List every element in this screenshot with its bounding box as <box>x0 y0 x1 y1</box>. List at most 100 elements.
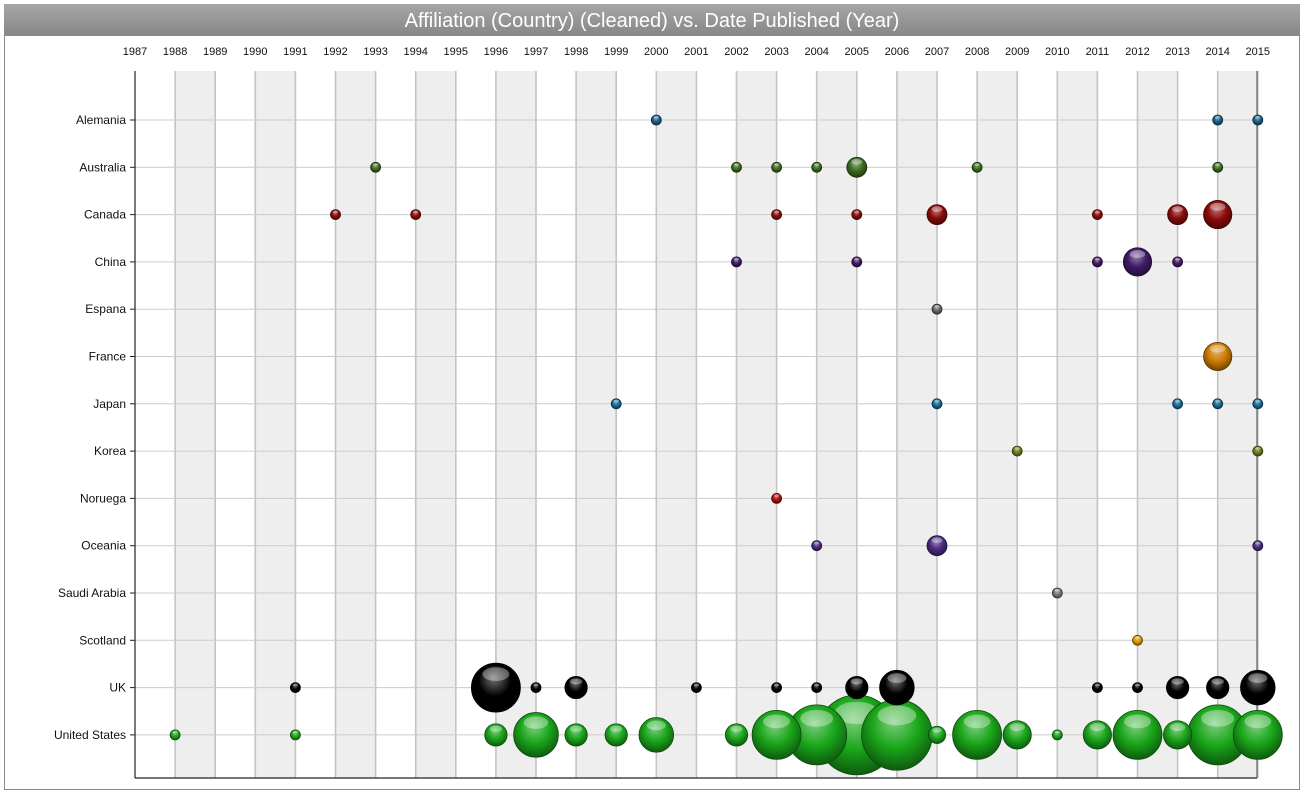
bubble-body <box>1051 729 1063 741</box>
bubble-body <box>1172 256 1183 268</box>
x-tick-label: 1988 <box>163 46 187 58</box>
bubble-highlight <box>523 716 549 729</box>
data-bubble <box>851 209 863 221</box>
y-tick-label: Saudi Arabia <box>58 586 126 600</box>
bubble-highlight <box>1248 673 1268 683</box>
bubble-body <box>751 710 802 760</box>
x-tick-label: 1997 <box>524 46 548 58</box>
bubble-highlight <box>974 163 980 166</box>
bubble-highlight <box>773 683 780 687</box>
bubble-highlight <box>887 673 907 683</box>
x-tick-label: 2008 <box>965 46 989 58</box>
bubble-highlight <box>1171 678 1184 685</box>
bubble-body <box>1166 676 1190 700</box>
x-tick-label: 2002 <box>724 46 748 58</box>
data-bubble <box>1166 676 1190 700</box>
bubble-body <box>370 161 382 173</box>
x-tick-label: 1998 <box>564 46 588 58</box>
bubble-body <box>1172 398 1183 410</box>
bubble-highlight <box>773 163 780 166</box>
data-bubble <box>1252 114 1264 126</box>
bubble-body <box>638 717 675 753</box>
bubble-highlight <box>489 725 503 732</box>
bubble-body <box>691 682 702 693</box>
data-bubble <box>1252 445 1264 457</box>
data-bubble <box>1212 398 1224 410</box>
bubble-body <box>771 492 782 504</box>
data-bubble <box>484 723 508 747</box>
bubble-highlight <box>1174 257 1181 261</box>
bubble-highlight <box>1094 683 1101 687</box>
bubble-highlight <box>1209 344 1226 353</box>
bubble-body <box>1132 634 1143 646</box>
bubble-body <box>846 156 868 178</box>
bubble-body <box>1092 256 1103 268</box>
bubble-body <box>851 209 863 221</box>
data-bubbles <box>169 114 1283 776</box>
data-bubble <box>1172 256 1183 268</box>
bubble-highlight <box>1009 723 1025 732</box>
data-bubble <box>410 209 422 221</box>
bubble-body <box>530 682 542 693</box>
data-bubble <box>1252 540 1264 552</box>
x-tick-label: 1993 <box>363 46 387 58</box>
bubble-highlight <box>1255 446 1261 450</box>
background-band <box>736 71 777 778</box>
data-bubble <box>1051 587 1063 599</box>
bubble-body <box>952 710 1002 760</box>
background-band <box>255 71 296 778</box>
x-tick-label: 2007 <box>925 46 949 58</box>
data-bubble <box>1002 720 1032 750</box>
data-bubble <box>370 161 382 173</box>
bubble-body <box>1011 445 1023 457</box>
y-tick-label: Alemania <box>76 113 126 127</box>
bubble-highlight <box>763 714 791 729</box>
bubble-highlight <box>1089 723 1106 732</box>
bubble-body <box>1051 587 1063 599</box>
bubble-highlight <box>1211 678 1224 685</box>
x-tick-label: 1991 <box>283 46 307 58</box>
bubble-highlight <box>1094 210 1101 214</box>
data-bubble <box>731 161 742 173</box>
bubble-body <box>771 209 782 221</box>
x-tick-label: 2009 <box>1005 46 1029 58</box>
background-band <box>175 71 216 778</box>
bubble-highlight <box>569 678 583 685</box>
bubble-highlight <box>1255 399 1261 403</box>
bubble-body <box>650 114 662 126</box>
data-bubble <box>1252 398 1264 410</box>
bubble-body <box>927 725 947 744</box>
background-band <box>977 71 1018 778</box>
bubble-body <box>1212 398 1224 410</box>
x-tick-label: 1989 <box>203 46 227 58</box>
bubble-highlight <box>850 678 863 685</box>
bubble-highlight <box>773 210 780 214</box>
bubble-highlight <box>1134 683 1141 687</box>
data-bubble <box>691 682 702 693</box>
y-tick-label: Scotland <box>79 633 126 647</box>
x-tick-label: 2004 <box>804 46 828 58</box>
data-bubble <box>1206 676 1230 700</box>
data-bubble <box>1092 256 1103 268</box>
data-bubble <box>1122 247 1153 277</box>
data-bubble <box>724 723 749 747</box>
bubble-body <box>931 398 943 410</box>
data-bubble <box>1132 634 1143 646</box>
data-bubble <box>931 398 943 410</box>
x-tick-label: 2001 <box>684 46 708 58</box>
data-bubble <box>1082 720 1112 750</box>
background-band <box>576 71 617 778</box>
data-bubble <box>513 712 559 758</box>
data-bubble <box>610 398 622 410</box>
data-bubble <box>1212 114 1224 126</box>
bubble-body <box>771 161 782 173</box>
bubble-highlight <box>412 210 419 214</box>
bubble-body <box>1203 200 1233 230</box>
bubble-highlight <box>963 714 991 729</box>
bubble-body <box>471 662 521 713</box>
bubble-body <box>330 209 341 221</box>
data-bubble <box>771 492 782 504</box>
bubble-highlight <box>1255 115 1261 119</box>
bubble-body <box>1122 247 1153 277</box>
bubble-highlight <box>1174 399 1181 403</box>
